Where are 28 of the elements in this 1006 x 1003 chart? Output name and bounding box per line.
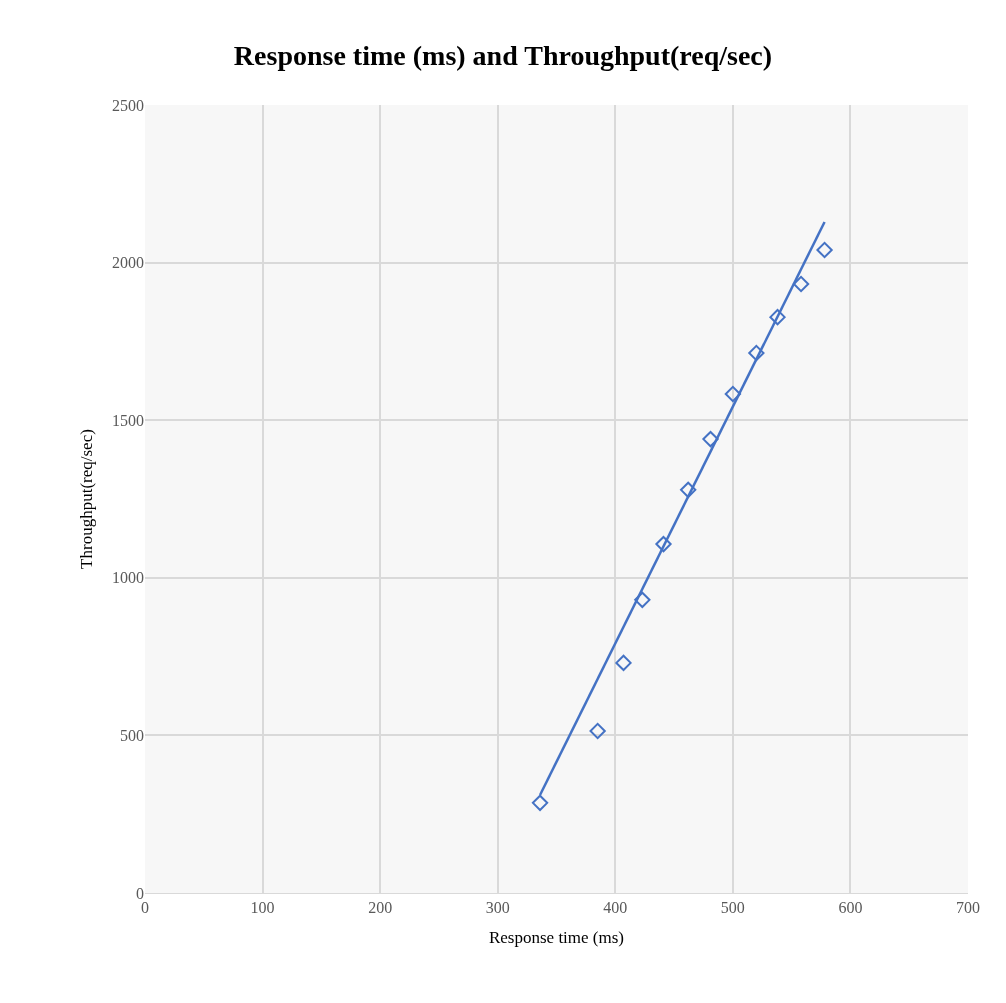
point <box>702 430 719 448</box>
x-tick-label: 300 <box>485 899 510 917</box>
x-tick-label: 400 <box>603 899 628 917</box>
point <box>792 275 810 293</box>
point <box>680 481 697 499</box>
point <box>748 344 765 362</box>
point <box>615 654 632 672</box>
y-tick-label: 500 <box>120 727 144 744</box>
point <box>816 241 833 259</box>
y-tick-label: 2500 <box>112 96 144 114</box>
point <box>634 591 651 609</box>
x-axis-title: Response time (ms) <box>488 927 625 947</box>
y-tick-label: 0 <box>136 884 144 902</box>
point <box>589 722 606 740</box>
point <box>724 385 742 403</box>
y-tick-label: 2000 <box>112 254 144 272</box>
x-tick-label: 700 <box>956 899 980 917</box>
x-tick-label: 500 <box>720 899 745 917</box>
x-tick-label: 600 <box>838 899 863 917</box>
chart-title: Response time (ms) and Throughput(req/sec) <box>233 39 773 71</box>
point <box>531 794 549 811</box>
x-tick-label: 200 <box>368 899 393 917</box>
point <box>655 535 672 553</box>
y-tick-label: 1500 <box>112 411 144 429</box>
y-tick-label: 1000 <box>112 569 144 587</box>
y-axis-title: Throughput(req/sec) <box>76 429 96 569</box>
x-tick-label: 100 <box>250 899 275 917</box>
point <box>769 308 786 326</box>
